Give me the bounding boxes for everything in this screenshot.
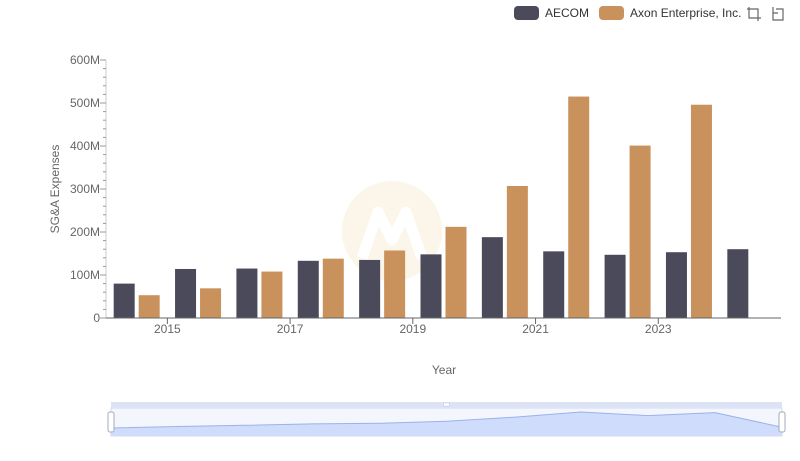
zoom-handle-left[interactable]	[107, 411, 115, 433]
y-tick-label: 500M	[70, 96, 100, 110]
legend-label-aecom: AECOM	[545, 6, 590, 20]
chart-legend: AECOM Axon Enterprise, Inc.	[514, 4, 741, 22]
zoom-slider[interactable]	[107, 402, 786, 437]
zoom-overview-area	[111, 412, 782, 436]
bar-axon-2018[interactable]	[384, 250, 406, 318]
chart-toolbar	[746, 6, 786, 22]
bar-aecom-2014[interactable]	[113, 283, 135, 318]
y-tick-label: 300M	[70, 182, 100, 196]
y-tick-label: 400M	[70, 139, 100, 153]
y-tick-label: 0	[93, 311, 100, 325]
legend-item-axon[interactable]: Axon Enterprise, Inc.	[599, 6, 741, 20]
y-tick-label: 100M	[70, 268, 100, 282]
bar-axon-2015[interactable]	[200, 288, 222, 318]
bar-axon-2020[interactable]	[506, 185, 528, 318]
x-axis-title: Year	[432, 363, 456, 377]
bar-axon-2023[interactable]	[690, 104, 712, 318]
legend-swatch-aecom	[514, 6, 539, 20]
bar-aecom-2015[interactable]	[175, 268, 197, 318]
legend-item-aecom[interactable]: AECOM	[514, 6, 589, 20]
legend-label-axon: Axon Enterprise, Inc.	[630, 6, 742, 20]
x-tick-label: 2017	[277, 322, 304, 336]
x-axis: 2015 2017 2019 2021 2023	[106, 317, 781, 336]
rect-select-icon[interactable]	[746, 6, 762, 22]
bar-aecom-2022[interactable]	[604, 254, 626, 318]
watermark-logo	[342, 181, 442, 281]
zoom-overview-line	[110, 411, 783, 429]
bar-aecom-2024[interactable]	[727, 249, 749, 318]
y-tick-label: 600M	[70, 53, 100, 67]
bar-axon-2017[interactable]	[322, 258, 344, 318]
bar-aecom-2019[interactable]	[420, 254, 442, 318]
x-tick-label: 2023	[645, 322, 672, 336]
bar-aecom-2023[interactable]	[665, 252, 687, 318]
x-tick-label: 2019	[399, 322, 426, 336]
bar-axon-2022[interactable]	[629, 145, 651, 318]
y-axis: 0 100M 200M 300M 400M 500M 600M	[70, 53, 107, 325]
bar-aecom-2016[interactable]	[236, 268, 258, 318]
bar-aecom-2018[interactable]	[359, 259, 381, 318]
bar-axon-2019[interactable]	[445, 226, 467, 318]
bars-layer	[113, 96, 749, 318]
bar-axon-2021[interactable]	[568, 96, 590, 318]
legend-swatch-axon	[599, 6, 625, 20]
bar-aecom-2017[interactable]	[297, 260, 319, 318]
x-tick-label: 2021	[522, 322, 549, 336]
bar-aecom-2020[interactable]	[481, 237, 503, 318]
x-tick-label: 2015	[154, 322, 181, 336]
bar-axon-2016[interactable]	[261, 271, 283, 318]
zoom-move-grip[interactable]	[443, 402, 450, 407]
bar-axon-2014[interactable]	[138, 295, 160, 318]
restore-icon[interactable]	[770, 6, 786, 22]
y-tick-label: 200M	[70, 225, 100, 239]
y-axis-title: SG&A Expenses	[48, 145, 62, 234]
zoom-handle-right[interactable]	[778, 411, 786, 433]
bar-aecom-2021[interactable]	[543, 251, 565, 318]
